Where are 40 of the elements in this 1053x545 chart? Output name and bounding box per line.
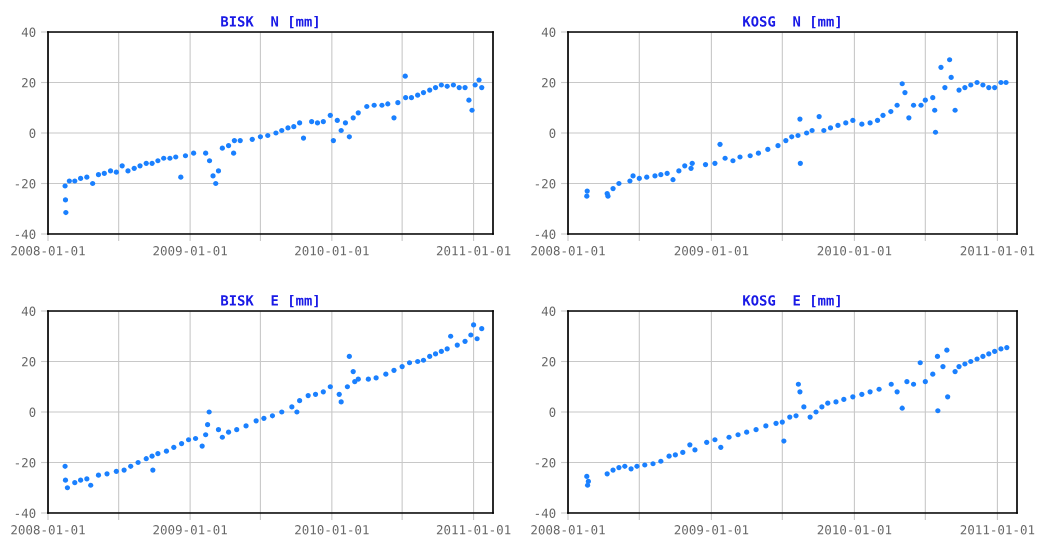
x-tick-label: 2008-01-01 — [11, 246, 85, 256]
y-tick-label: -20 — [15, 179, 36, 189]
y-tick-label: -20 — [535, 179, 556, 189]
chart-title: KOSG N [mm] — [743, 15, 840, 29]
y-tick-label: 0 — [29, 128, 36, 138]
y-tick-label: 20 — [542, 357, 556, 367]
y-tick-label: 0 — [549, 128, 556, 138]
y-tick-label: 40 — [541, 27, 556, 37]
x-tick-label: 2011-01-01 — [960, 246, 1035, 256]
y-tick-label: 20 — [22, 357, 36, 367]
y-tick-label: -20 — [535, 458, 556, 468]
chart-title: BISK E [mm] — [221, 294, 318, 308]
x-tick-label: 2008-01-01 — [531, 246, 605, 256]
x-tick-label: 2011-01-01 — [960, 525, 1035, 535]
y-tick-label: 20 — [22, 78, 36, 88]
y-tick-label: -20 — [15, 458, 36, 468]
y-tick-label: -40 — [15, 508, 36, 518]
x-tick-label: 2010-01-01 — [817, 525, 892, 535]
x-tick-label: 2009-01-01 — [674, 246, 749, 256]
x-tick-label: 2010-01-01 — [295, 246, 369, 256]
x-tick-label: 2009-01-01 — [153, 246, 227, 256]
y-tick-label: 0 — [549, 407, 556, 417]
chart-title: BISK N [mm] — [221, 15, 318, 29]
x-tick-label: 2008-01-01 — [11, 525, 85, 535]
y-tick-label: 40 — [21, 27, 36, 37]
chart-title: KOSG E [mm] — [743, 294, 840, 308]
x-tick-label: 2010-01-01 — [817, 246, 892, 256]
x-tick-label: 2008-01-01 — [531, 525, 605, 535]
y-tick-label: -40 — [535, 229, 556, 239]
x-tick-label: 2009-01-01 — [153, 525, 227, 535]
y-tick-label: 0 — [29, 407, 36, 417]
y-tick-label: 20 — [542, 78, 556, 88]
y-tick-label: -40 — [535, 508, 556, 518]
x-tick-label: 2011-01-01 — [436, 246, 511, 256]
y-tick-label: -40 — [15, 229, 36, 239]
x-tick-label: 2009-01-01 — [674, 525, 749, 535]
y-tick-label: 40 — [541, 306, 556, 316]
y-tick-label: 40 — [21, 306, 36, 316]
x-tick-label: 2011-01-01 — [436, 525, 511, 535]
x-tick-label: 2010-01-01 — [295, 525, 369, 535]
